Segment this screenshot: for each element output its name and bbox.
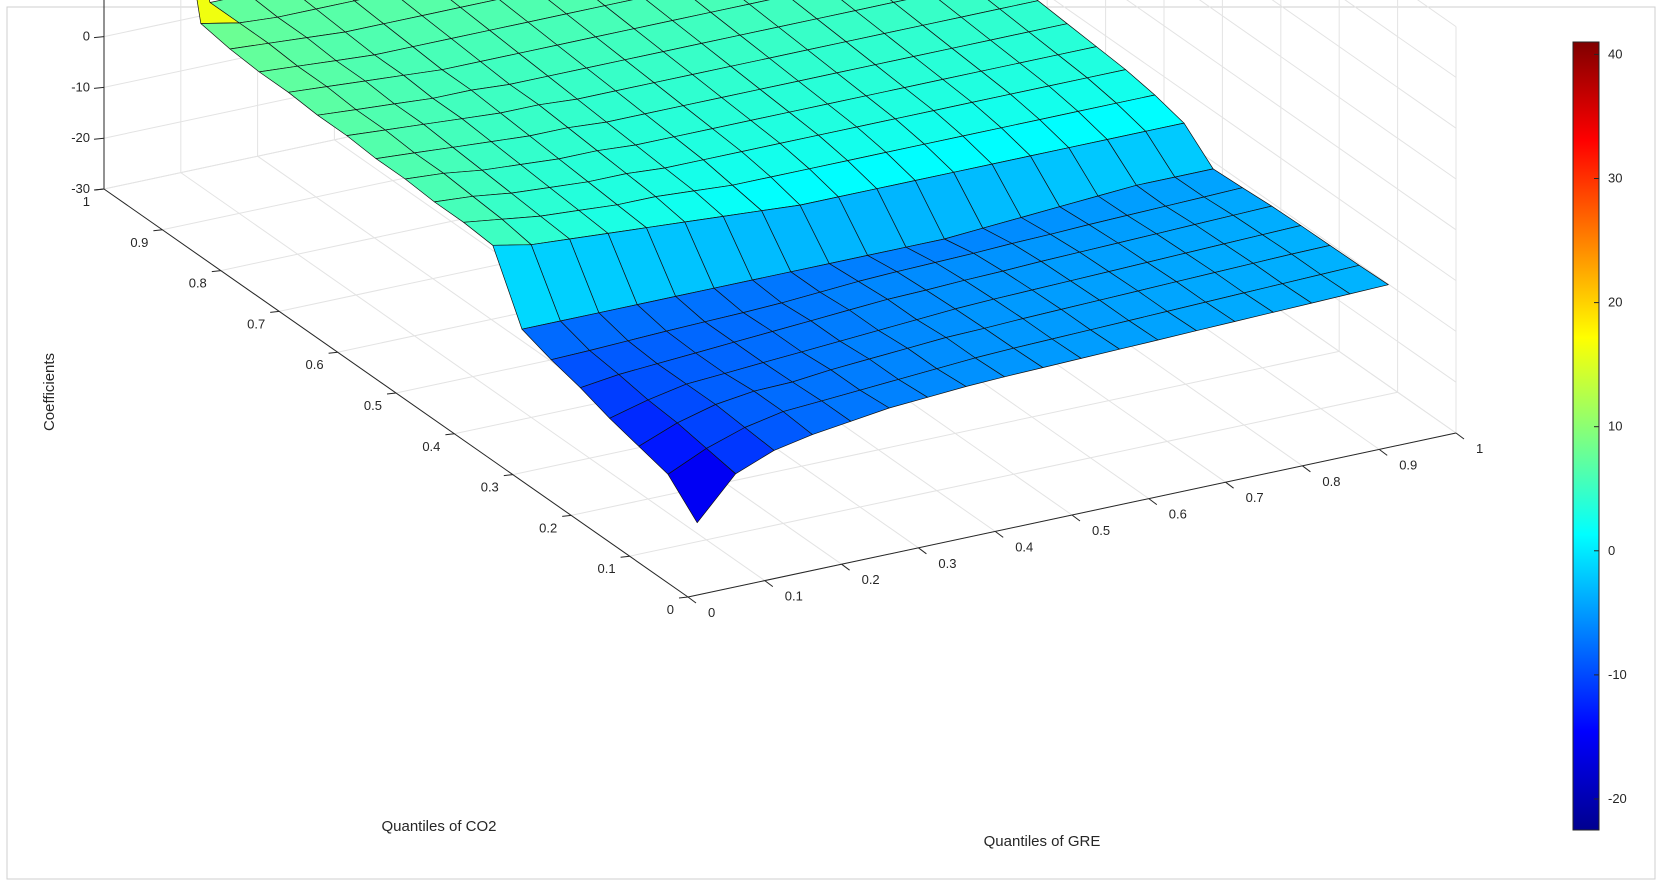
y-tick-mark <box>678 596 689 599</box>
z-tick-mark <box>93 188 105 191</box>
y-tick-mark <box>211 270 221 273</box>
x-tick-mark <box>918 547 927 555</box>
x-tick-mark <box>687 596 697 604</box>
x-tick-label: 0.1 <box>785 589 803 604</box>
surface-facet <box>667 448 736 524</box>
y-tick-label: 0.5 <box>364 398 382 413</box>
x-tick-mark <box>764 580 774 587</box>
y-axis-label: Quantiles of CO2 <box>381 818 496 835</box>
x-tick-mark <box>1378 448 1388 456</box>
wall-grid-z <box>103 0 1457 282</box>
y-tick-label: 0.7 <box>247 316 265 331</box>
y-tick-mark <box>270 310 280 313</box>
y-tick-mark <box>328 351 338 354</box>
z-tick-mark <box>93 36 105 39</box>
x-axis-label: Quantiles of GRE <box>984 833 1101 850</box>
z-axis-label: Coefficients <box>41 353 58 431</box>
y-tick-label: 0.1 <box>598 561 616 576</box>
colorbar-tick-label: -20 <box>1608 791 1627 806</box>
colorbar: -20 -10 0 10 20 30 40 <box>1572 41 1627 831</box>
y-tick-mark <box>620 555 630 558</box>
colorbar-tick-label: 10 <box>1608 419 1622 434</box>
x-tick-mark <box>1302 465 1311 473</box>
x-tick-label: 0.2 <box>862 572 880 587</box>
colorbar-gradient <box>1572 41 1600 831</box>
y-tick-mark <box>386 392 397 395</box>
z-tick-mark <box>93 137 105 140</box>
colorbar-tick-label: 0 <box>1608 543 1615 558</box>
colorbar-tick-label: 20 <box>1608 295 1622 310</box>
x-tick-label: 0.6 <box>1169 507 1187 522</box>
y-tick-label: 1 <box>83 194 90 209</box>
y-tick-label: 0.6 <box>306 357 324 372</box>
y-tick-mark <box>153 229 163 232</box>
colorbar-tick-label: -10 <box>1608 667 1627 682</box>
floor-grid-y <box>629 391 1398 557</box>
colorbar-tick-label: 30 <box>1608 171 1622 186</box>
z-tick-label: 0 <box>83 29 90 44</box>
x-tick-mark <box>994 531 1004 538</box>
x-tick-label: 0.7 <box>1246 490 1264 505</box>
x-tick-mark <box>1225 481 1234 489</box>
x-tick-mark <box>841 563 850 571</box>
z-tick-mark <box>93 86 105 89</box>
wall-grid-z <box>1198 0 1457 180</box>
y-tick-mark <box>445 433 455 436</box>
x-tick-label: 0.9 <box>1399 457 1417 472</box>
y-tick-mark <box>562 514 572 517</box>
wall-grid-z <box>1126 0 1457 231</box>
x-tick-label: 0.8 <box>1322 474 1340 489</box>
colorbar-tick-label: 40 <box>1608 46 1622 61</box>
y-tick-label: 0.9 <box>130 235 148 250</box>
x-tick-label: 0.5 <box>1092 523 1110 538</box>
x-tick-mark <box>1148 498 1158 506</box>
colorbar-ticks: -20 -10 0 10 20 30 40 <box>1594 46 1627 806</box>
x-tick-mark <box>1071 514 1081 522</box>
x-tick-label: 0 <box>708 605 715 620</box>
y-tick-label: 0.2 <box>539 520 557 535</box>
y-tick-label: 0.3 <box>481 480 499 495</box>
y-tick-label: 0 <box>667 602 674 617</box>
x-tick-label: 0.4 <box>1015 539 1033 554</box>
x-tick-label: 1 <box>1476 441 1483 456</box>
axis-ticks: 0 0.1 0.2 0.3 0.4 0.5 0.6 0.7 0.8 0.9 1 0 0.1 0.2 0.3 0… <box>71 29 1483 620</box>
x-tick-label: 0.3 <box>938 556 956 571</box>
y-tick-label: 0.8 <box>189 276 207 291</box>
y-tick-label: 0.4 <box>422 439 440 454</box>
z-tick-label: -30 <box>71 181 90 196</box>
x-tick-mark <box>1455 432 1465 440</box>
z-tick-label: -20 <box>71 130 90 145</box>
z-tick-label: -10 <box>71 79 90 94</box>
y-tick-mark <box>503 474 513 477</box>
surface-mesh <box>196 0 1389 524</box>
